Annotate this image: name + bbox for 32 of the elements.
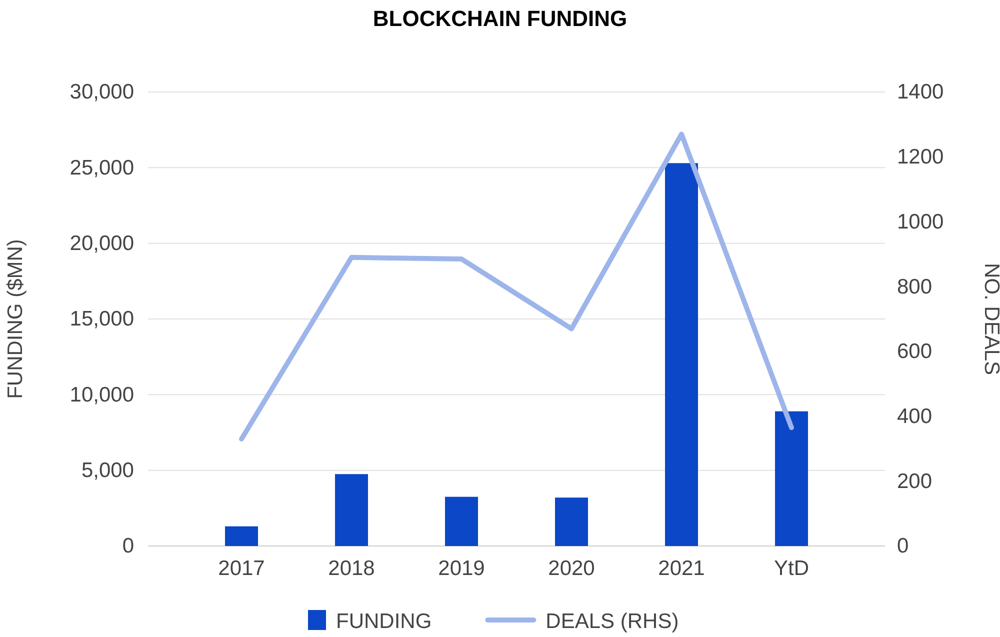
bar xyxy=(225,526,258,546)
bar xyxy=(445,496,478,546)
bar xyxy=(555,498,588,546)
y2-tick-label: 400 xyxy=(897,405,932,428)
y-tick-label: 20,000 xyxy=(70,232,134,256)
x-tick-label: YtD xyxy=(774,556,810,580)
x-tick-label: 2019 xyxy=(438,556,485,580)
y-tick-label: 25,000 xyxy=(70,156,134,180)
y-tick-label: 15,000 xyxy=(70,308,134,331)
y2-tick-label: 1200 xyxy=(897,146,944,169)
y-tick-label: 10,000 xyxy=(70,383,134,406)
y-tick-label: 0 xyxy=(122,534,134,558)
x-tick-label: 2017 xyxy=(218,556,265,580)
legend-label: FUNDING xyxy=(336,610,432,633)
y-axis-title: FUNDING ($MN) xyxy=(4,239,27,399)
legend-label: DEALS (RHS) xyxy=(546,610,679,633)
bar xyxy=(775,411,808,546)
x-tick-label: 2018 xyxy=(328,556,375,580)
chart-title: BLOCKCHAIN FUNDING xyxy=(372,6,628,31)
y2-tick-label: 600 xyxy=(897,340,932,364)
y-tick-label: 5,000 xyxy=(81,459,134,482)
x-tick-label: 2021 xyxy=(658,556,705,580)
y2-tick-label: 200 xyxy=(897,470,932,493)
y2-tick-label: 1400 xyxy=(897,80,944,104)
y-tick-label: 30,000 xyxy=(70,80,134,104)
y2-tick-label: 0 xyxy=(897,534,909,558)
y2-tick-label: 1000 xyxy=(897,210,944,234)
y2-axis-title: NO. DEALS xyxy=(980,262,1000,376)
x-tick-label: 2020 xyxy=(548,556,595,580)
bar xyxy=(665,163,698,546)
y2-tick-label: 800 xyxy=(897,275,932,298)
bar xyxy=(335,474,368,546)
